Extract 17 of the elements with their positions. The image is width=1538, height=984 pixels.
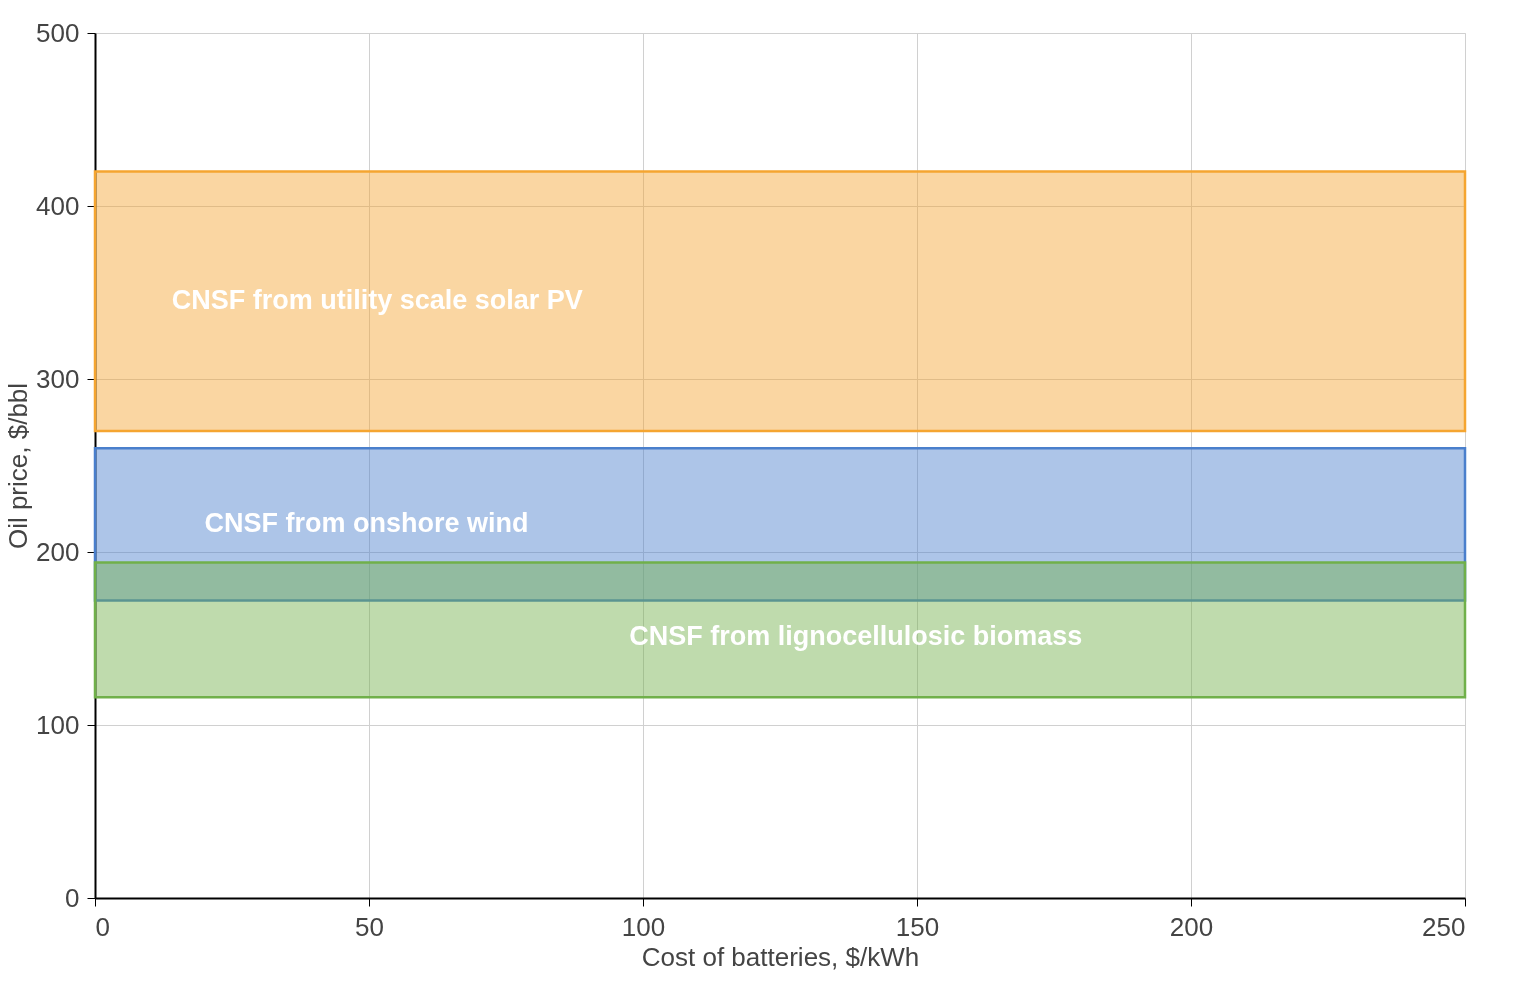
y-tick-label: 200	[36, 536, 80, 567]
x-tick-label: 150	[895, 911, 940, 942]
y-tick-label: 0	[65, 882, 80, 913]
x-tick-label: 100	[621, 911, 666, 942]
band-label: CNSF from onshore wind	[204, 508, 529, 539]
x-axis-title: Cost of batteries, $/kWh	[641, 941, 920, 972]
y-tick-label: 300	[36, 363, 80, 394]
x-tick-label: 200	[1169, 911, 1214, 942]
y-axis-title: Oil price, $/bbl	[3, 382, 34, 550]
band-label: CNSF from utility scale solar PV	[171, 285, 583, 316]
x-tick-label: 250	[1422, 911, 1466, 942]
x-tick-label: 0	[95, 911, 110, 942]
y-tick-label: 100	[36, 709, 80, 740]
y-tick-label: 500	[36, 17, 80, 48]
y-tick-label: 400	[36, 190, 80, 221]
x-tick-label: 50	[355, 911, 384, 942]
band-label: CNSF from lignocellulosic biomass	[629, 620, 1083, 651]
